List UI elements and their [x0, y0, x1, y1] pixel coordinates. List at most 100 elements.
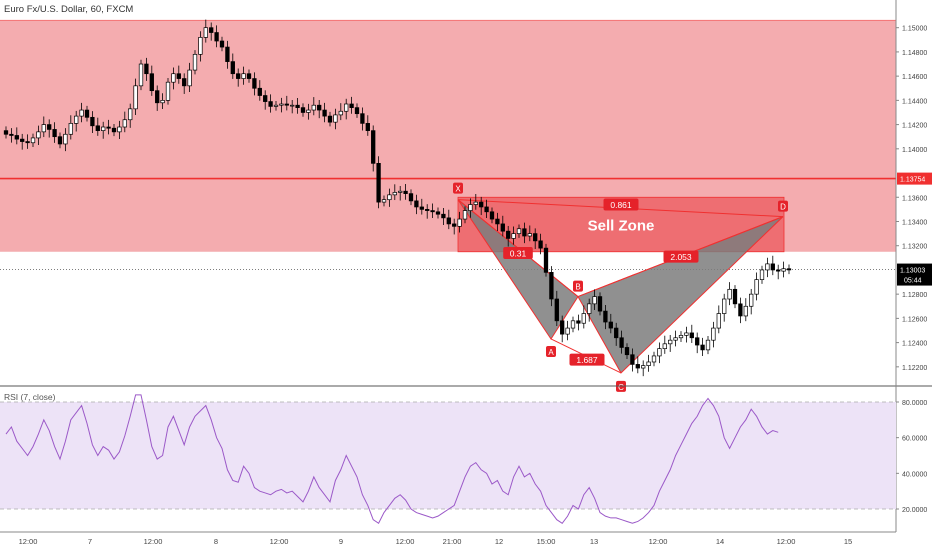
- candle-down: [522, 228, 527, 237]
- candle-up: [101, 126, 106, 131]
- candle-up: [516, 228, 522, 234]
- candle-down: [300, 107, 306, 113]
- candle-up: [41, 124, 46, 133]
- candle-down: [90, 116, 95, 127]
- candle-down: [252, 78, 257, 89]
- candle-down: [246, 73, 252, 79]
- candle-up: [198, 37, 203, 55]
- candle-up: [641, 365, 646, 369]
- candle-down: [738, 303, 743, 317]
- candle-down: [435, 211, 441, 215]
- candle-down: [327, 115, 333, 123]
- candle-down: [630, 354, 635, 365]
- candle-up: [381, 199, 387, 203]
- rsi-tick-label: 80.0000: [902, 400, 927, 407]
- candle-up: [684, 332, 689, 336]
- candle-down: [214, 32, 219, 42]
- candle-down: [560, 320, 565, 335]
- candle-down: [408, 193, 414, 202]
- candle-down: [614, 327, 619, 339]
- candle-up: [36, 131, 41, 139]
- candle-down: [106, 126, 111, 129]
- candle-down: [776, 269, 781, 272]
- candle-up: [241, 73, 246, 79]
- candle-down: [484, 206, 489, 213]
- candle-up: [743, 305, 748, 317]
- candle-up: [570, 320, 576, 329]
- candle-down: [111, 127, 117, 133]
- candle-up: [646, 361, 651, 366]
- candle-down: [425, 209, 430, 211]
- candle-up: [749, 293, 754, 307]
- y-tick-label: 1.13200: [902, 244, 927, 251]
- candle-up: [673, 337, 678, 341]
- chart-title: Euro Fx/U.S. Dollar, 60, FXCM: [4, 4, 134, 15]
- candle-up: [705, 339, 711, 351]
- y-tick-label: 1.14200: [902, 123, 927, 130]
- candle-down: [376, 162, 381, 203]
- rsi-tick-label: 20.0000: [902, 507, 927, 514]
- candle-up: [344, 103, 349, 112]
- candle-up: [462, 210, 468, 220]
- pattern-point-b: B: [575, 283, 580, 292]
- candle-down: [770, 263, 775, 271]
- candle-down: [3, 130, 9, 135]
- ratio-label: 2.053: [670, 252, 692, 262]
- candle-up: [457, 218, 462, 227]
- x-tick-label: 8: [214, 537, 218, 546]
- y-tick-label: 1.12200: [902, 365, 927, 372]
- ratio-label: 0.861: [610, 200, 632, 210]
- x-tick-label: 9: [339, 537, 343, 546]
- y-tick-label: 1.14000: [902, 147, 927, 154]
- candle-up: [722, 298, 727, 314]
- candle-up: [392, 192, 397, 196]
- y-tick-label: 1.12600: [902, 316, 927, 323]
- candle-down: [489, 211, 495, 220]
- candle-down: [506, 230, 511, 239]
- y-tick-label: 1.14800: [902, 50, 927, 57]
- candle-down: [52, 129, 57, 138]
- candle-down: [576, 320, 581, 324]
- candle-down: [554, 298, 559, 322]
- candle-down: [365, 123, 370, 131]
- candle-up: [765, 263, 770, 271]
- candle-down: [624, 347, 630, 356]
- candle-down: [144, 63, 149, 75]
- candle-down: [57, 136, 63, 145]
- x-tick-label: 21:00: [443, 537, 462, 546]
- candle-up: [711, 327, 716, 341]
- candle-up: [668, 339, 673, 345]
- candle-up: [592, 296, 597, 305]
- candle-down: [538, 240, 543, 249]
- candle-down: [47, 124, 52, 130]
- rsi-band: [0, 402, 896, 509]
- candle-up: [138, 63, 144, 87]
- candle-down: [84, 109, 90, 118]
- candle-down: [603, 310, 608, 323]
- candle-down: [295, 104, 300, 108]
- candle-down: [9, 133, 14, 136]
- last-price-tag: [897, 263, 932, 286]
- candle-up: [398, 190, 403, 193]
- candle-down: [257, 87, 262, 96]
- x-tick-label: 13: [590, 537, 598, 546]
- candle-up: [468, 204, 473, 211]
- candle-down: [317, 104, 322, 111]
- y-tick-label: 1.12800: [902, 292, 927, 299]
- candle-up: [79, 109, 84, 117]
- candle-down: [495, 218, 500, 225]
- candle-down: [500, 223, 505, 232]
- candle-down: [360, 113, 365, 124]
- candle-up: [473, 201, 478, 205]
- candle-up: [117, 126, 122, 133]
- pattern-point-a: A: [548, 348, 554, 357]
- x-tick-label: 12:00: [19, 537, 38, 546]
- x-tick-label: 12:00: [144, 537, 163, 546]
- candle-up: [290, 104, 295, 107]
- candle-up: [754, 279, 759, 295]
- y-tick-label: 1.14600: [902, 74, 927, 81]
- countdown-label: 05:44: [904, 278, 922, 285]
- candle-up: [128, 108, 133, 121]
